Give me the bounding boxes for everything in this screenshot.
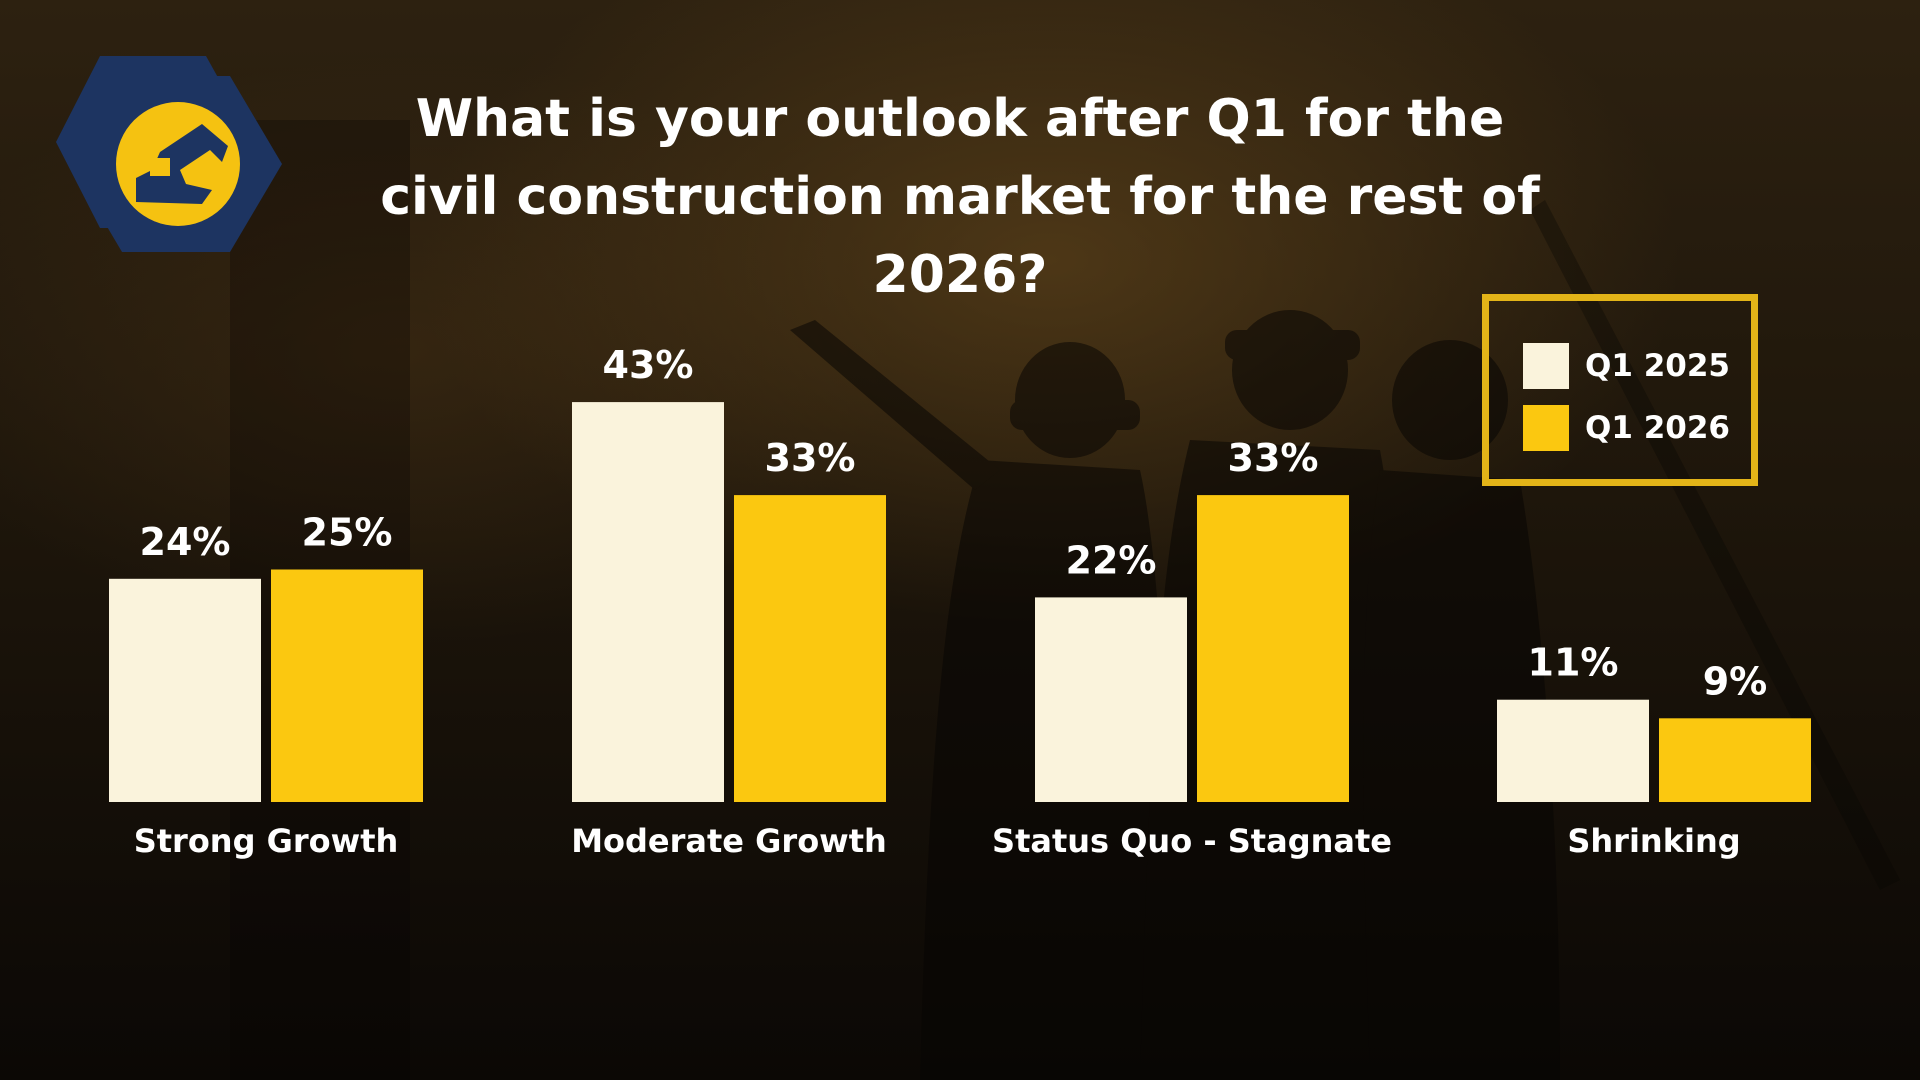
value-label-moderate-growth-q1-2025: 43% bbox=[603, 343, 694, 387]
legend-item-q1-2025: Q1 2025 bbox=[1523, 343, 1730, 389]
excavator-icon bbox=[136, 124, 228, 204]
value-label-shrinking-q1-2026: 9% bbox=[1703, 659, 1768, 703]
value-label-moderate-growth-q1-2026: 33% bbox=[765, 436, 856, 480]
value-label-strong-growth-q1-2025: 24% bbox=[140, 520, 231, 564]
legend-label-q1-2025: Q1 2025 bbox=[1585, 348, 1730, 384]
category-label-strong-growth: Strong Growth bbox=[134, 822, 399, 860]
bar-moderate-growth-q1-2025 bbox=[572, 402, 724, 802]
legend: Q1 2025 Q1 2026 bbox=[1482, 294, 1758, 486]
bar-moderate-growth-q1-2026 bbox=[734, 495, 886, 802]
category-label-status-quo-stagnate: Status Quo - Stagnate bbox=[992, 822, 1392, 860]
value-label-strong-growth-q1-2026: 25% bbox=[302, 511, 393, 555]
bar-strong-growth-q1-2026 bbox=[271, 569, 423, 802]
legend-swatch-q1-2025 bbox=[1523, 343, 1569, 389]
bar-status-quo-stagnate-q1-2026 bbox=[1197, 495, 1349, 802]
legend-swatch-q1-2026 bbox=[1523, 405, 1569, 451]
value-label-shrinking-q1-2025: 11% bbox=[1528, 641, 1619, 685]
legend-item-q1-2026: Q1 2026 bbox=[1523, 405, 1730, 451]
bar-shrinking-q1-2026 bbox=[1659, 718, 1811, 802]
excavator-logo bbox=[56, 56, 282, 252]
bar-shrinking-q1-2025 bbox=[1497, 699, 1649, 802]
category-label-shrinking: Shrinking bbox=[1567, 822, 1740, 860]
category-label-moderate-growth: Moderate Growth bbox=[571, 822, 887, 860]
bar-status-quo-stagnate-q1-2025 bbox=[1035, 597, 1187, 802]
value-label-status-quo-stagnate-q1-2026: 33% bbox=[1228, 436, 1319, 480]
bar-strong-growth-q1-2025 bbox=[109, 578, 261, 802]
chart-title: What is your outlook after Q1 for the ci… bbox=[380, 89, 1540, 305]
legend-label-q1-2026: Q1 2026 bbox=[1585, 410, 1730, 446]
value-label-status-quo-stagnate-q1-2025: 22% bbox=[1066, 538, 1157, 582]
